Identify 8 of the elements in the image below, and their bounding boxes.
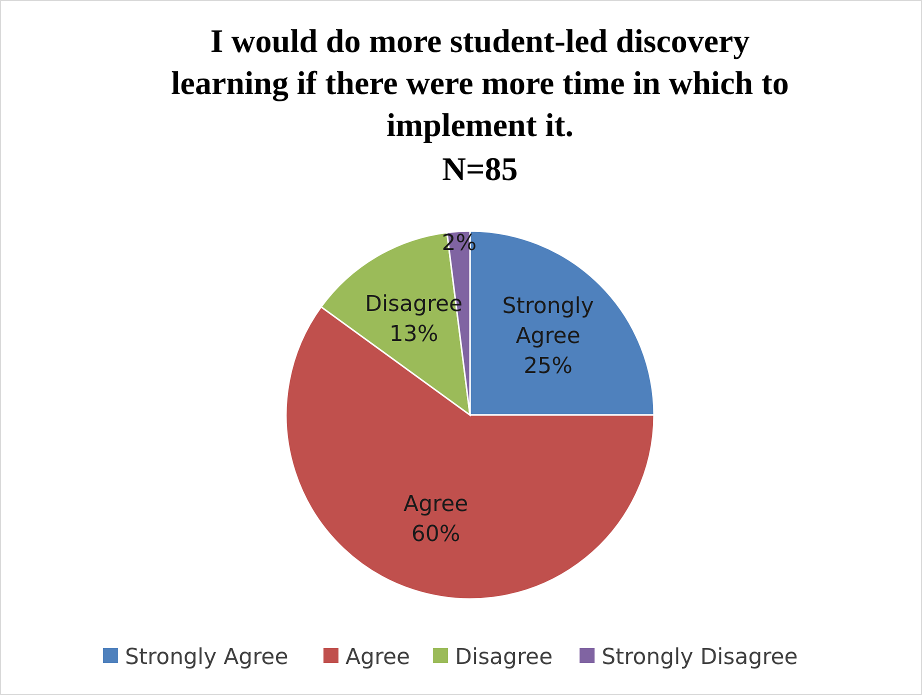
chart-subtitle: N=85	[442, 152, 518, 188]
legend-label: Strongly Disagree	[602, 645, 798, 670]
chart-title: I would do more student-led discovery learning if there were more time in which to implement it.	[171, 24, 789, 144]
data-label: Strongly Agree 25%	[502, 294, 594, 379]
data-label: Agree 60%	[404, 492, 468, 548]
legend-label: Disagree	[455, 645, 553, 670]
legend-label: Agree	[345, 645, 410, 670]
legend-label: Strongly Agree	[124, 645, 288, 670]
